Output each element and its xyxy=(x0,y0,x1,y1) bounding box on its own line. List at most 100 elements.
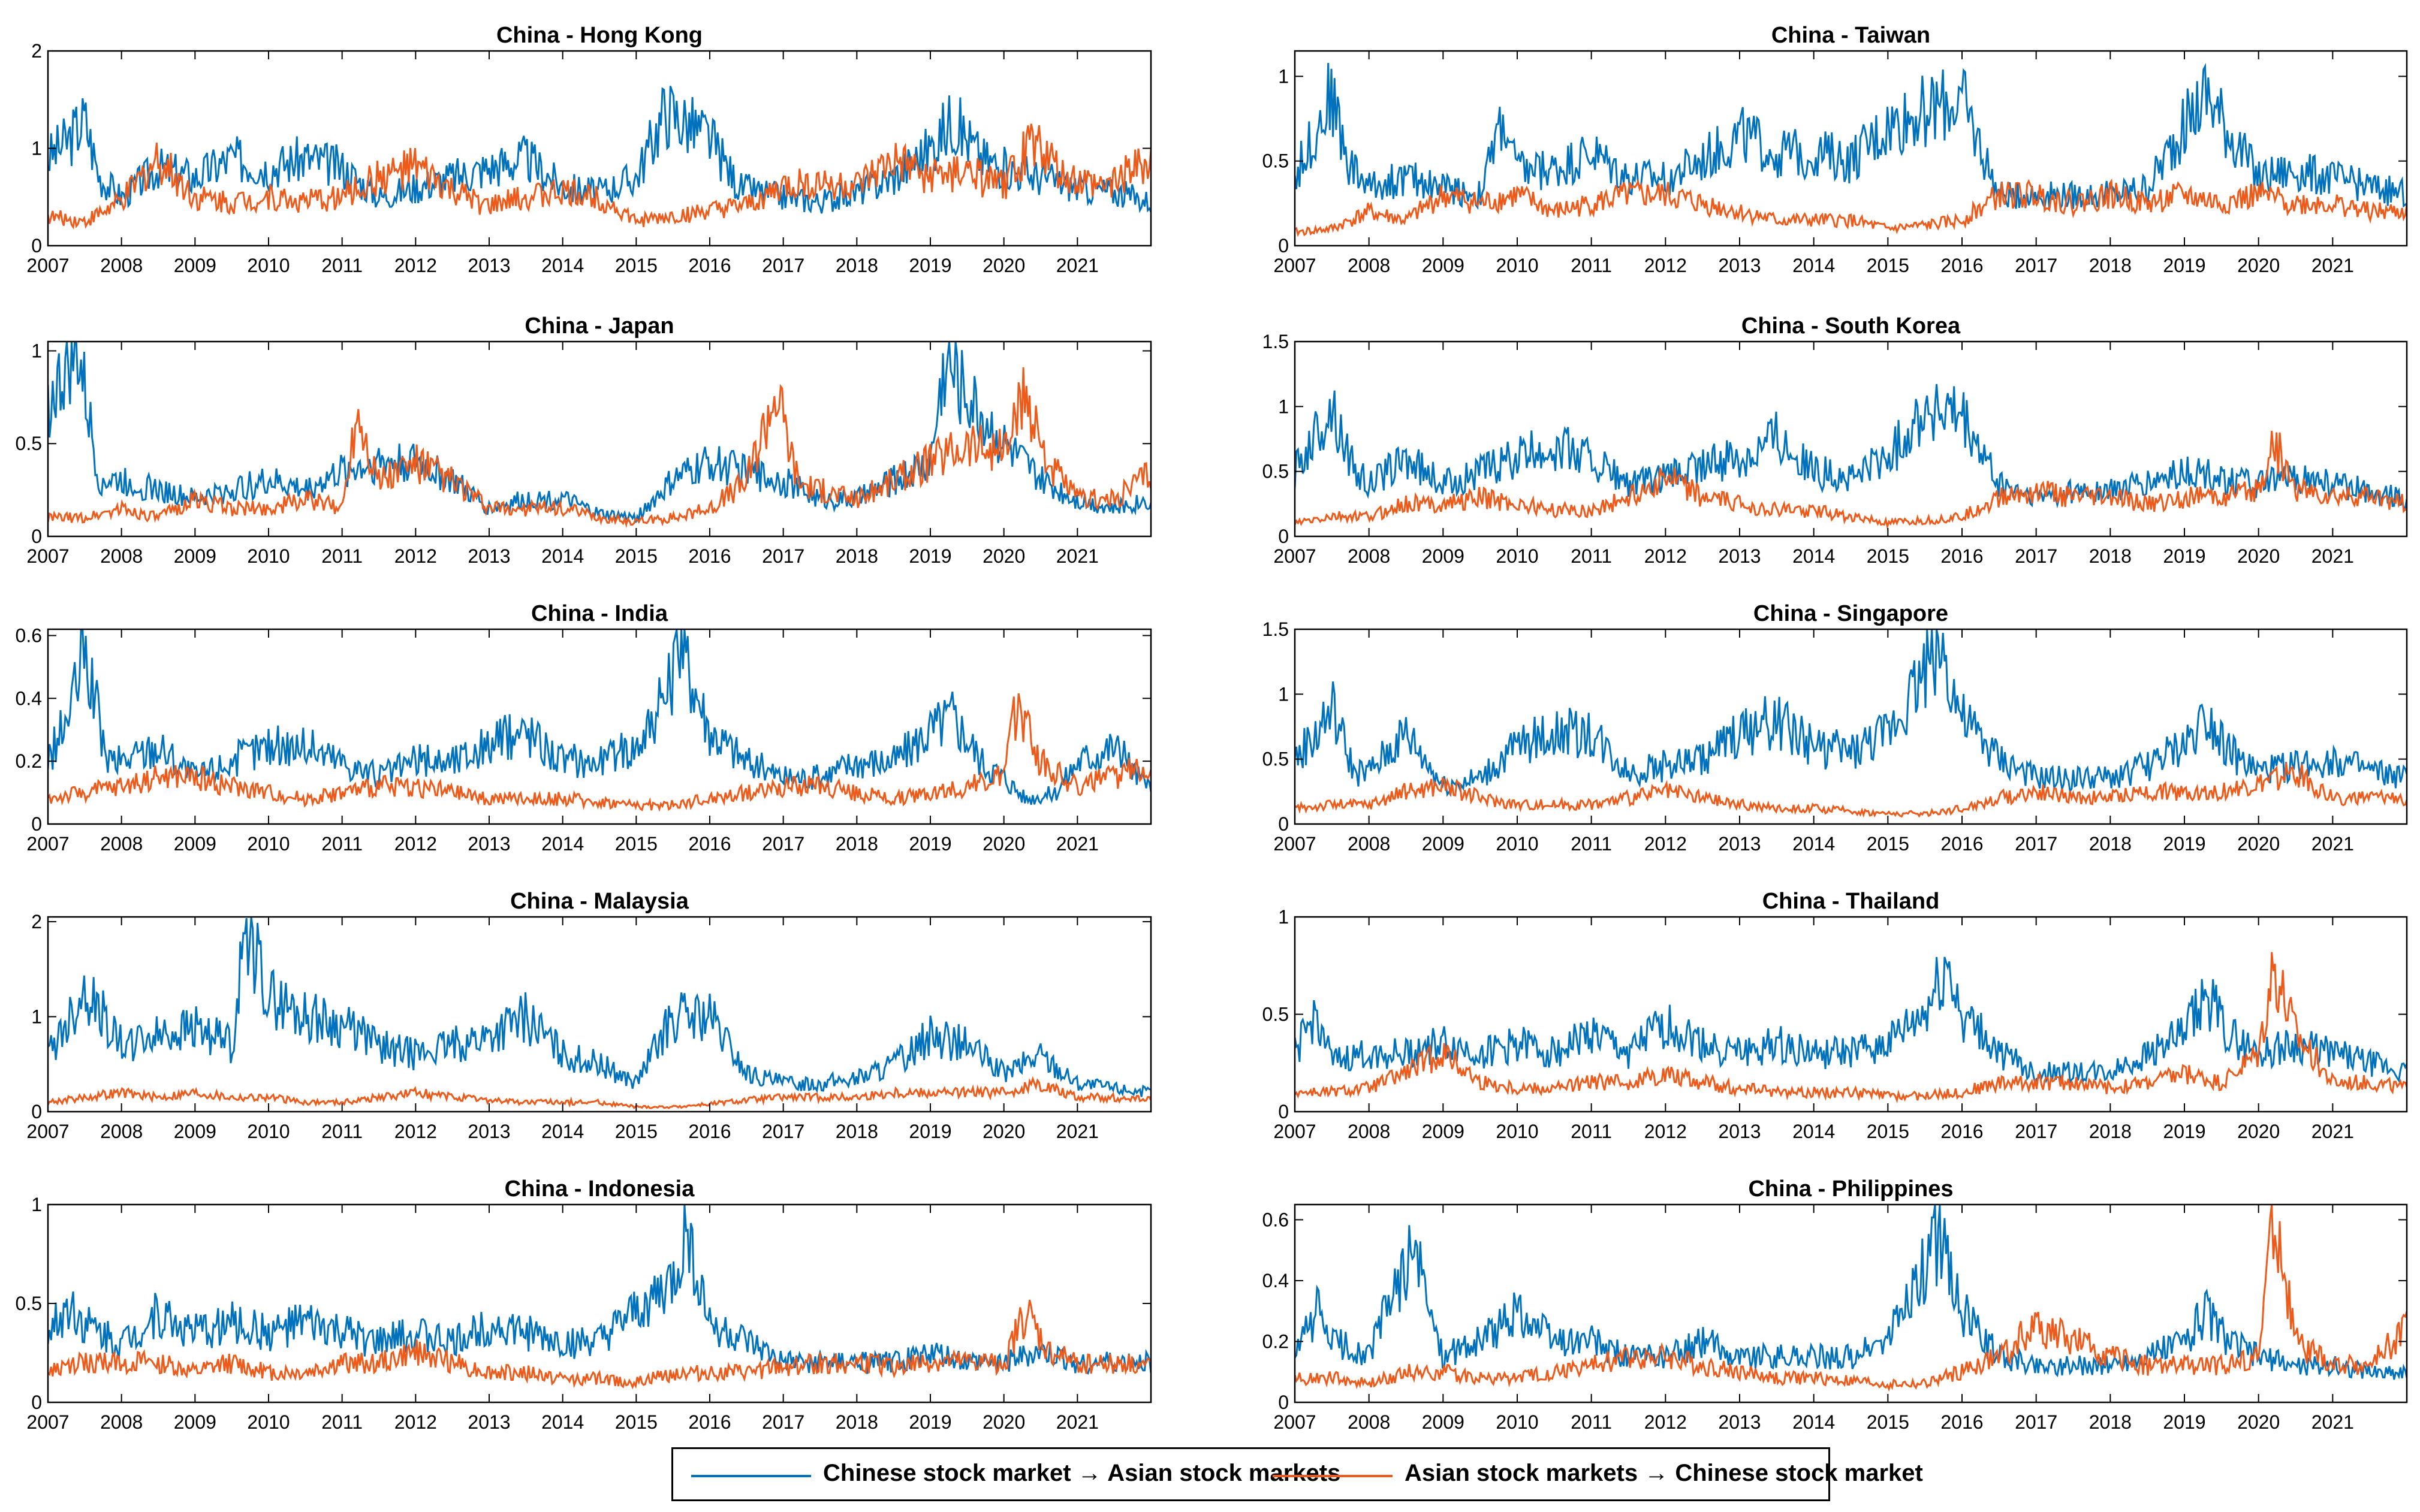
series-line-2 xyxy=(48,693,1151,812)
y-tick-label: 1 xyxy=(1278,683,1289,705)
x-tick-label: 2007 xyxy=(26,545,69,567)
series-line-1 xyxy=(48,629,1151,805)
x-tick-label: 2016 xyxy=(688,1411,731,1433)
axes-box xyxy=(1294,916,2408,1113)
x-tick-label: 2007 xyxy=(1273,1411,1316,1433)
y-tick-label: 1 xyxy=(31,138,42,159)
x-tick-label: 2011 xyxy=(321,545,363,567)
x-tick-label: 2016 xyxy=(688,833,731,855)
x-tick-label: 2012 xyxy=(1644,255,1687,276)
x-tick-label: 2008 xyxy=(1348,1121,1390,1142)
y-tick-label: 1 xyxy=(31,1194,42,1215)
x-tick-label: 2020 xyxy=(2237,1411,2280,1433)
x-tick-label: 2012 xyxy=(1644,1121,1687,1142)
y-tick-label: 1 xyxy=(31,1006,42,1027)
x-tick-label: 2009 xyxy=(1422,1411,1464,1433)
x-tick-label: 2008 xyxy=(100,545,143,567)
y-tick-label: 0.5 xyxy=(1262,461,1289,482)
chart-title: China - Japan xyxy=(525,313,674,339)
y-tick-label: 0 xyxy=(1278,1101,1289,1122)
x-tick-label: 2018 xyxy=(2089,545,2132,567)
x-tick-label: 2017 xyxy=(762,1121,804,1142)
chart-panel-9: China - Philippines 2007 2008 2009 2010 2011 2… xyxy=(1262,1176,2408,1433)
y-tick-label: 2 xyxy=(31,911,42,932)
x-tick-label: 2014 xyxy=(541,1411,584,1433)
legend-series1-label: Chinese stock market xyxy=(823,1460,1071,1486)
x-tick-label: 2015 xyxy=(615,833,658,855)
x-tick-label: 2012 xyxy=(1644,833,1687,855)
x-tick-label: 2009 xyxy=(1422,255,1464,276)
y-tick-label: 0.6 xyxy=(16,624,42,646)
x-tick-label: 2021 xyxy=(2311,255,2354,276)
x-tick-label: 2016 xyxy=(1940,833,1983,855)
x-tick-label: 2011 xyxy=(1571,833,1612,855)
x-tick-label: 2020 xyxy=(2237,255,2280,276)
x-tick-label: 2018 xyxy=(836,833,878,855)
x-tick-label: 2015 xyxy=(615,1121,658,1142)
x-tick-label: 2008 xyxy=(1348,833,1390,855)
x-tick-label: 2009 xyxy=(174,1411,216,1433)
axes-box xyxy=(1294,1203,2408,1404)
series-line-1 xyxy=(1295,629,2407,798)
series-line-2 xyxy=(48,1299,1151,1390)
legend-series1-target: Asian stock markets xyxy=(1107,1460,1341,1486)
x-tick-label: 2010 xyxy=(1496,255,1538,276)
x-tick-label: 2008 xyxy=(100,1121,143,1142)
x-tick-label: 2008 xyxy=(100,833,143,855)
series-line-1 xyxy=(1295,384,2407,509)
x-tick-label: 2009 xyxy=(1422,1121,1464,1142)
x-tick-label: 2010 xyxy=(1496,1121,1538,1142)
y-tick-label: 0.2 xyxy=(1262,1330,1289,1352)
x-tick-label: 2016 xyxy=(688,255,731,276)
chart-panel-4: China - India 2007 2008 2009 2010 2011 2012 201… xyxy=(16,601,1152,855)
y-tick-label: 1.5 xyxy=(1262,331,1289,352)
x-tick-label: 2021 xyxy=(2311,1121,2354,1142)
series-line-1 xyxy=(1295,1205,2407,1380)
x-tick-label: 2010 xyxy=(247,255,290,276)
x-tick-label: 2016 xyxy=(1940,545,1983,567)
x-tick-label: 2013 xyxy=(1718,255,1761,276)
x-tick-label: 2007 xyxy=(1273,1121,1316,1142)
x-tick-label: 2009 xyxy=(174,545,216,567)
axes-box xyxy=(47,340,1152,538)
y-tick-label: 0 xyxy=(1278,235,1289,256)
y-tick-label: 0.4 xyxy=(1262,1270,1289,1291)
x-tick-label: 2019 xyxy=(909,255,951,276)
y-tick-label: 0.5 xyxy=(1262,150,1289,172)
x-tick-label: 2016 xyxy=(688,545,731,567)
x-tick-label: 2020 xyxy=(2237,1121,2280,1142)
x-tick-label: 2010 xyxy=(247,545,290,567)
x-tick-label: 2021 xyxy=(2311,545,2354,567)
chart-title: China - Taiwan xyxy=(1771,23,1930,48)
x-tick-label: 2020 xyxy=(983,833,1025,855)
axes-box xyxy=(47,50,1152,247)
y-tick-label: 0 xyxy=(31,526,42,547)
axes-box xyxy=(1294,628,2408,825)
series-line-2 xyxy=(1295,430,2407,530)
y-tick-label: 0.5 xyxy=(16,1293,42,1314)
chart-title: China - Malaysia xyxy=(510,889,689,914)
x-tick-label: 2013 xyxy=(1718,545,1761,567)
x-tick-label: 2020 xyxy=(983,545,1025,567)
x-tick-label: 2011 xyxy=(321,833,363,855)
x-tick-label: 2013 xyxy=(1718,1411,1761,1433)
y-tick-label: 1.5 xyxy=(1262,618,1289,640)
chart-panel-8: China - Indonesia 2007 2008 2009 2010 2011 201… xyxy=(16,1176,1152,1433)
x-tick-label: 2010 xyxy=(247,833,290,855)
y-tick-label: 0 xyxy=(1278,1392,1289,1413)
series-line-2 xyxy=(48,123,1151,230)
x-tick-label: 2012 xyxy=(394,1121,437,1142)
x-tick-label: 2014 xyxy=(1792,545,1835,567)
y-tick-label: 1 xyxy=(31,340,42,361)
x-tick-label: 2014 xyxy=(541,545,584,567)
y-tick-label: 0.5 xyxy=(1262,749,1289,770)
x-tick-label: 2017 xyxy=(762,833,804,855)
x-tick-label: 2020 xyxy=(983,1411,1025,1433)
chart-title: China - South Korea xyxy=(1741,313,1961,339)
legend-line-series2 xyxy=(1273,1475,1393,1477)
x-tick-label: 2007 xyxy=(1273,833,1316,855)
x-tick-label: 2010 xyxy=(1496,545,1538,567)
y-tick-label: 0 xyxy=(31,813,42,835)
x-tick-label: 2007 xyxy=(26,1121,69,1142)
y-tick-label: 0 xyxy=(31,1392,42,1413)
